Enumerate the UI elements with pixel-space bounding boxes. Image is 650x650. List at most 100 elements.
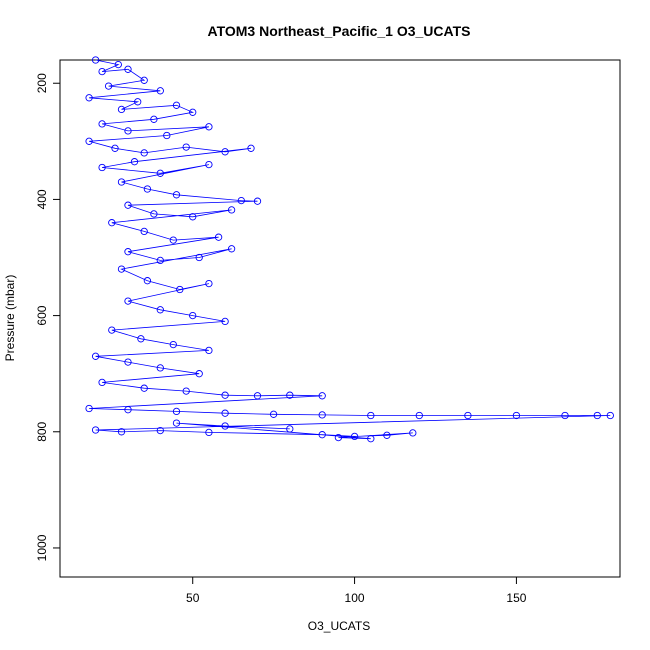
- data-point: [367, 435, 375, 443]
- data-point: [124, 297, 132, 305]
- data-point: [205, 123, 213, 131]
- data-point: [124, 65, 132, 73]
- data-point: [286, 425, 294, 433]
- data-point: [221, 409, 229, 417]
- data-point: [85, 137, 93, 145]
- data-point: [111, 144, 119, 152]
- data-point: [156, 87, 164, 95]
- data-point: [253, 392, 262, 400]
- data-point: [143, 277, 152, 285]
- data-point: [137, 335, 145, 343]
- y-tick-label: 800: [35, 421, 49, 441]
- data-point: [134, 98, 142, 106]
- data-point: [108, 326, 116, 334]
- data-point: [464, 411, 472, 420]
- series-line: [88, 59, 611, 440]
- data-point: [143, 185, 152, 193]
- data-point: [124, 201, 132, 209]
- data-point: [318, 392, 326, 400]
- data-point: [415, 411, 423, 420]
- data-point: [163, 131, 171, 140]
- data-point: [606, 411, 614, 420]
- data-point: [117, 265, 126, 273]
- data-point: [409, 429, 417, 437]
- data-point: [172, 101, 181, 109]
- chart-title: ATOM3 Northeast_Pacific_1 O3_UCATS: [208, 23, 471, 39]
- data-point: [91, 352, 100, 360]
- data-point: [182, 143, 190, 151]
- data-point: [237, 196, 245, 205]
- plot-area-frame: [59, 59, 621, 578]
- data-point: [85, 94, 93, 102]
- data-point: [98, 67, 106, 76]
- data-point: [108, 219, 116, 227]
- data-point: [140, 227, 148, 236]
- data-point: [205, 160, 213, 169]
- data-point: [156, 169, 164, 177]
- data-point: [205, 279, 213, 288]
- data-point: [221, 317, 229, 326]
- data-point: [350, 432, 359, 441]
- data-point: [150, 115, 158, 123]
- data-point: [117, 105, 126, 114]
- data-point: [189, 108, 197, 116]
- data-point: [512, 411, 521, 420]
- data-point: [176, 285, 184, 294]
- data-point: [124, 406, 132, 414]
- data-point: [195, 370, 203, 378]
- x-tick-label: 150: [506, 591, 526, 605]
- data-point: [253, 197, 262, 205]
- data-point: [172, 407, 181, 416]
- data-point: [91, 56, 100, 64]
- data-point: [91, 426, 100, 434]
- data-point: [195, 253, 203, 262]
- data-point: [318, 411, 326, 419]
- data-point: [156, 306, 164, 314]
- data-point: [221, 148, 229, 156]
- data-point: [227, 245, 236, 253]
- x-tick-label: 100: [345, 591, 365, 605]
- data-point: [140, 76, 148, 84]
- x-tick-label: 50: [186, 591, 200, 605]
- data-point: [124, 127, 132, 135]
- data-point: [227, 206, 236, 214]
- y-axis-label: Pressure (mbar): [3, 275, 17, 362]
- data-point: [318, 431, 326, 439]
- data-point: [114, 60, 122, 69]
- data-point: [221, 422, 229, 430]
- y-tick-label: 400: [35, 189, 49, 209]
- data-point: [169, 340, 177, 349]
- data-point: [140, 384, 148, 392]
- y-tick-label: 1000: [35, 534, 49, 561]
- data-point: [189, 213, 197, 221]
- data-point: [172, 191, 181, 199]
- x-axis-label: O3_UCATS: [308, 619, 370, 633]
- y-tick-label: 200: [35, 73, 49, 93]
- data-point: [98, 163, 106, 172]
- data-point: [172, 419, 181, 427]
- data-point: [247, 144, 255, 152]
- data-point: [561, 411, 569, 420]
- data-point: [140, 149, 148, 157]
- data-point: [286, 391, 294, 399]
- data-point: [156, 364, 164, 372]
- data-point: [124, 358, 132, 366]
- data-point: [214, 233, 223, 241]
- data-point: [98, 378, 106, 387]
- data-layer: [85, 56, 614, 443]
- data-point: [593, 411, 601, 420]
- data-point: [383, 431, 391, 439]
- data-point: [205, 346, 213, 355]
- data-point: [221, 391, 229, 399]
- data-point: [334, 433, 343, 442]
- data-point: [130, 158, 139, 166]
- data-point: [367, 411, 375, 420]
- data-point: [205, 428, 213, 437]
- data-point: [169, 236, 177, 244]
- data-point: [104, 82, 113, 90]
- x-axis: 50 100 150: [186, 577, 527, 605]
- data-point: [156, 426, 164, 435]
- y-tick-label: 600: [35, 305, 49, 325]
- data-point: [189, 311, 197, 320]
